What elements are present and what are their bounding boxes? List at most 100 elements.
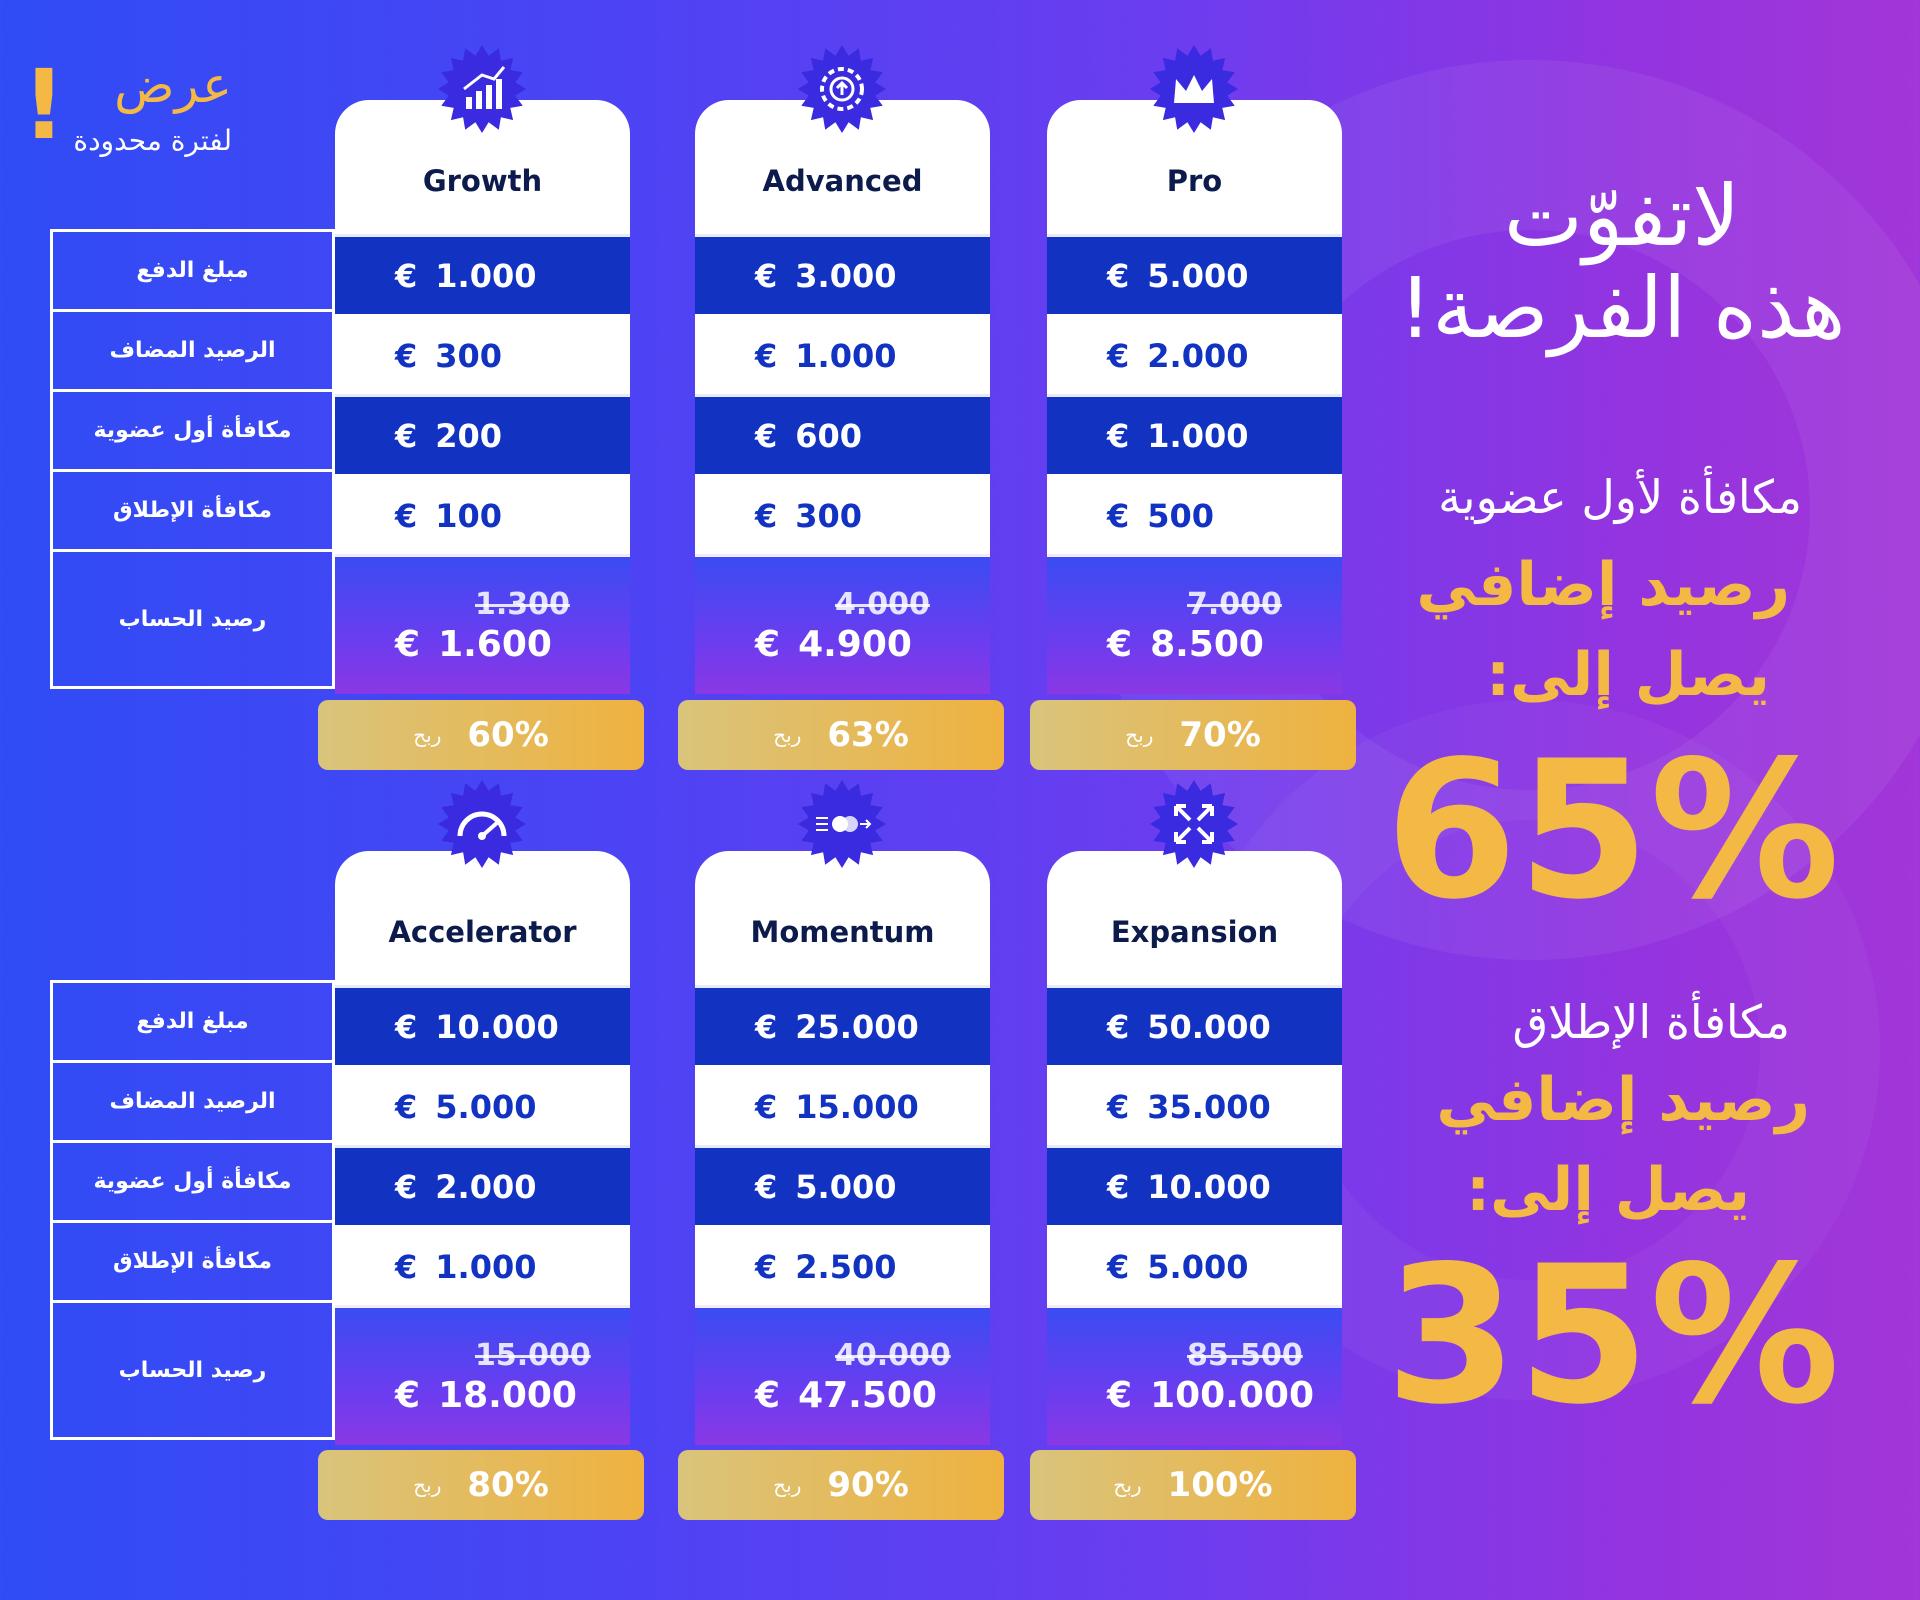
plan-total-cell: 15.000 €18.000 <box>335 1305 630 1445</box>
euro-icon: € <box>395 256 418 295</box>
euro-icon: € <box>395 1007 418 1046</box>
plan-added-cell: €35.000 <box>1047 1065 1342 1145</box>
euro-icon: € <box>395 1374 421 1416</box>
plan-first-cell: €200 <box>335 394 630 474</box>
plan-pay-cell: €25.000 <box>695 985 990 1065</box>
plan-badge <box>438 780 526 868</box>
plan-launch-cell: €500 <box>1047 474 1342 554</box>
plan-added-cell: €2.000 <box>1047 314 1342 394</box>
new-balance: €8.500 <box>1107 624 1342 665</box>
plan-name: Expansion <box>1047 851 1342 985</box>
euro-icon: € <box>1107 1247 1130 1286</box>
profit-label: ربح <box>773 723 802 747</box>
profit-label: ربح <box>413 1473 442 1497</box>
plan-name: Accelerator <box>335 851 630 985</box>
plan-added-cell: €15.000 <box>695 1065 990 1145</box>
new-balance-value: 47.500 <box>798 1374 937 1416</box>
label-launch-bonus: مكافأة الإطلاق <box>53 469 335 549</box>
plan-total-cell: 4.000 €4.900 <box>695 554 990 694</box>
label-first-membership: مكافأة أول عضوية <box>53 389 335 469</box>
plan-launch-cell: €100 <box>335 474 630 554</box>
speedometer-icon <box>457 811 507 840</box>
plan-pay-cell: €50.000 <box>1047 985 1342 1065</box>
plan-pay-cell: €10.000 <box>335 985 630 1065</box>
old-balance: 1.300 <box>475 586 570 622</box>
plan-total-cell: 1.300 €1.600 <box>335 554 630 694</box>
new-balance-value: 1.600 <box>438 623 552 665</box>
limited-offer-badge: ! عرض لفترة محدودة <box>22 50 232 170</box>
badge-burst-shape <box>1150 780 1238 868</box>
euro-icon: € <box>395 416 418 455</box>
plan-launch-value: 5.000 <box>1147 1247 1249 1286</box>
euro-icon: € <box>755 256 778 295</box>
plan-added-value: 35.000 <box>1147 1087 1271 1126</box>
plan-badge <box>798 780 886 868</box>
headline-line2: هذه الفرصة! <box>1398 259 1846 357</box>
label-payment: مبلغ الدفع <box>53 229 335 309</box>
plan-name: Advanced <box>695 100 990 234</box>
promo2-gold2: يصل إلى: <box>1466 1155 1750 1225</box>
label-added-credit: الرصيد المضاف <box>53 309 335 389</box>
plan-added-value: 2.000 <box>1147 336 1249 375</box>
promo1-percent: 65% <box>1385 720 1840 941</box>
euro-icon: € <box>1107 1167 1130 1206</box>
plan-launch-cell: €5.000 <box>1047 1225 1342 1305</box>
euro-icon: € <box>755 496 778 535</box>
old-balance: 15.000 <box>475 1337 591 1373</box>
euro-icon: € <box>395 496 418 535</box>
euro-icon: € <box>755 1374 781 1416</box>
plan-name: Momentum <box>695 851 990 985</box>
plan-pay-cell: €5.000 <box>1047 234 1342 314</box>
euro-icon: € <box>395 1247 418 1286</box>
label-added-credit: الرصيد المضاف <box>53 1060 335 1140</box>
old-balance: 7.000 <box>1187 586 1282 622</box>
plan-total-cell: 40.000 €47.500 <box>695 1305 990 1445</box>
plan-launch-value: 2.500 <box>795 1247 897 1286</box>
plan-badge <box>1150 45 1238 133</box>
profit-badge: ربح 90% <box>678 1450 1004 1520</box>
plan-pay-value: 3.000 <box>795 256 897 295</box>
old-balance: 40.000 <box>835 1337 951 1373</box>
plan-first-cell: €2.000 <box>335 1145 630 1225</box>
plan-launch-value: 300 <box>795 496 863 535</box>
promo1-gold1: رصيد إضافي <box>1416 550 1790 620</box>
new-balance: €18.000 <box>395 1375 630 1416</box>
euro-icon: € <box>755 1167 778 1206</box>
euro-icon: € <box>755 1087 778 1126</box>
plan-pay-cell: €3.000 <box>695 234 990 314</box>
profit-percent: 70% <box>1179 715 1261 755</box>
plan-first-value: 10.000 <box>1147 1167 1271 1206</box>
expand-arrows-icon <box>1174 804 1214 844</box>
euro-icon: € <box>1107 1007 1130 1046</box>
euro-icon: € <box>1107 256 1130 295</box>
promo2-gold1: رصيد إضافي <box>1436 1065 1810 1135</box>
new-balance-value: 4.900 <box>798 623 912 665</box>
plan-first-value: 2.000 <box>435 1167 537 1206</box>
new-balance-value: 8.500 <box>1150 623 1264 665</box>
plan-first-value: 5.000 <box>795 1167 897 1206</box>
profit-badge: ربح 100% <box>1030 1450 1356 1520</box>
plan-pay-cell: €1.000 <box>335 234 630 314</box>
plan-column-advanced: Advanced €3.000 €1.000 €600 €300 4.000 €4.900 <box>695 100 990 694</box>
euro-icon: € <box>755 336 778 375</box>
row-labels-top: مبلغ الدفع الرصيد المضاف مكافأة أول عضوي… <box>50 229 335 689</box>
plan-first-cell: €5.000 <box>695 1145 990 1225</box>
plan-added-cell: €300 <box>335 314 630 394</box>
profit-label: ربح <box>1113 1473 1142 1497</box>
plan-added-cell: €5.000 <box>335 1065 630 1145</box>
profit-percent: 90% <box>827 1465 909 1505</box>
headline: لاتفوّت هذه الفرصة! <box>1362 170 1882 354</box>
euro-icon: € <box>395 336 418 375</box>
plan-first-cell: €10.000 <box>1047 1145 1342 1225</box>
plan-launch-cell: €300 <box>695 474 990 554</box>
plan-first-cell: €1.000 <box>1047 394 1342 474</box>
headline-line1: لاتفوّت <box>1503 167 1741 265</box>
plan-added-cell: €1.000 <box>695 314 990 394</box>
euro-icon: € <box>1107 416 1130 455</box>
plan-pay-value: 1.000 <box>435 256 537 295</box>
plan-launch-cell: €1.000 <box>335 1225 630 1305</box>
label-account-balance: رصيد الحساب <box>53 1300 335 1440</box>
plan-pay-value: 5.000 <box>1147 256 1249 295</box>
crown-icon <box>1174 75 1214 103</box>
profit-label: ربح <box>773 1473 802 1497</box>
